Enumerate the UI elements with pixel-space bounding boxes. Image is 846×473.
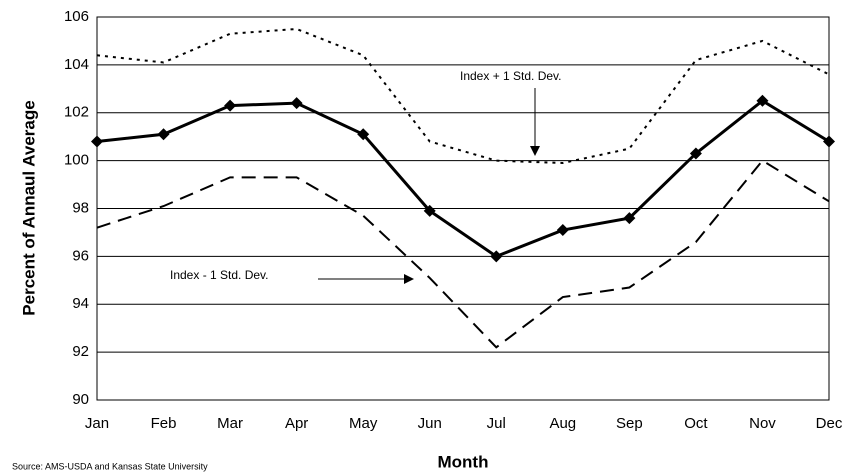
y-tick-label: 90 — [72, 391, 89, 408]
series-line — [96, 98, 830, 259]
data-point — [689, 147, 702, 160]
annotation: Index - 1 Std. Dev. — [170, 268, 269, 282]
x-axis-label: Month — [438, 452, 489, 471]
y-tick-label: 94 — [72, 295, 89, 312]
y-tick-label: 96 — [72, 247, 89, 264]
x-tick-label: Apr — [285, 415, 308, 432]
annotation: Index + 1 Std. Dev. — [460, 69, 562, 83]
data-point — [91, 135, 103, 148]
data-point — [556, 224, 569, 237]
data-point — [290, 97, 303, 110]
x-tick-label: Dec — [816, 415, 843, 432]
x-tick-label: Mar — [217, 415, 243, 432]
arrow-head — [530, 146, 540, 156]
data-point — [157, 128, 170, 141]
y-tick-label: 100 — [64, 152, 89, 169]
data-point — [224, 99, 237, 112]
y-tick-label: 104 — [64, 56, 89, 73]
x-tick-label: Sep — [616, 415, 643, 432]
data-point — [756, 94, 769, 107]
data-point — [823, 135, 835, 148]
x-tick-label: Nov — [749, 415, 776, 432]
data-point — [623, 212, 636, 225]
x-tick-label: Feb — [151, 415, 177, 432]
y-tick-label: 98 — [72, 199, 89, 216]
x-tick-label: Jan — [85, 415, 109, 432]
x-tick-label: May — [349, 415, 378, 432]
x-tick-label: Jul — [487, 415, 506, 432]
y-axis-label: Percent of Annaul Average — [19, 100, 38, 315]
arrow-head — [404, 274, 414, 284]
series-line — [96, 27, 830, 165]
source-note: Source: AMS-USDA and Kansas State Univer… — [12, 461, 208, 471]
series-line — [96, 159, 830, 349]
x-tick-label: Aug — [549, 415, 576, 432]
data-point — [423, 204, 436, 217]
y-tick-label: 106 — [64, 8, 89, 25]
x-tick-label: Oct — [684, 415, 708, 432]
x-tick-label: Jun — [418, 415, 442, 432]
y-tick-label: 102 — [64, 104, 89, 121]
y-tick-label: 92 — [72, 343, 89, 360]
data-point — [357, 128, 370, 141]
data-point — [490, 250, 503, 263]
